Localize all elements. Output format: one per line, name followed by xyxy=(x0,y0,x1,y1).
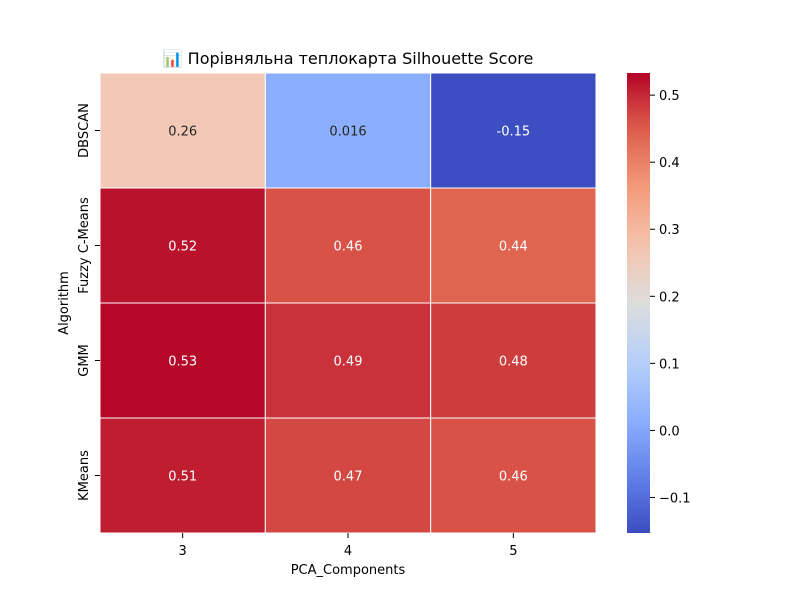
heatmap-cell xyxy=(99,187,266,304)
heatmap-cell xyxy=(99,417,266,534)
colorbar-tick-label: 0.4 xyxy=(659,156,680,171)
heatmap-cell xyxy=(430,417,597,534)
y-tick-label: KMeans xyxy=(77,450,92,501)
x-tick-label: 5 xyxy=(509,544,517,559)
cell-value-label: 0.46 xyxy=(334,240,363,255)
cell-value-label: 0.48 xyxy=(499,355,528,370)
cell-value-label: 0.52 xyxy=(168,240,197,255)
colorbar-tick-label: 0.0 xyxy=(659,424,680,439)
colorbar xyxy=(627,73,650,533)
heatmap-cell xyxy=(264,72,432,189)
cell-value-label: 0.26 xyxy=(168,125,197,140)
colorbar-tick-label: 0.5 xyxy=(659,89,680,104)
y-axis: DBSCAN Fuzzy C-Means GMM KMeans xyxy=(77,103,100,501)
x-axis: 3 4 5 xyxy=(179,533,517,559)
x-tick-label: 3 xyxy=(179,544,187,559)
chart-title: 📊 Порівняльна теплокарта Silhouette Scor… xyxy=(163,49,534,68)
x-axis-label: PCA_Components xyxy=(291,563,406,578)
cell-value-label: 0.49 xyxy=(334,355,363,370)
colorbar-tick-label: −0.1 xyxy=(659,491,691,506)
y-tick-label: Fuzzy C-Means xyxy=(77,197,92,294)
colorbar-tick-label: 0.1 xyxy=(659,357,680,372)
cell-value-label: 0.47 xyxy=(334,470,363,485)
colorbar-ticks: 0.5 0.4 0.3 0.2 0.1 0.0 −0.1 xyxy=(650,89,691,506)
cell-value-label: 0.46 xyxy=(499,470,528,485)
heatmap-cell xyxy=(99,72,266,189)
colorbar-tick-label: 0.2 xyxy=(659,290,680,305)
cell-value-label: 0.51 xyxy=(168,470,197,485)
cell-value-label: 0.53 xyxy=(168,355,197,370)
colorbar-tick-label: 0.3 xyxy=(659,223,680,238)
x-tick-label: 4 xyxy=(344,544,352,559)
heatmap-cell xyxy=(264,187,432,304)
cell-value-label: -0.15 xyxy=(497,125,531,140)
heatmap-cell-labels: 0.26 0.016 -0.15 0.52 0.46 0.44 0.53 0.49 0.48 0.… xyxy=(168,125,530,485)
y-tick-label: DBSCAN xyxy=(77,103,92,158)
heatmap-cell xyxy=(264,302,432,419)
y-tick-label: GMM xyxy=(77,344,92,377)
cell-value-label: 0.016 xyxy=(329,125,366,140)
heatmap-cell xyxy=(430,72,597,189)
heatmap-cells xyxy=(99,72,597,534)
heatmap-cell xyxy=(430,187,597,304)
y-axis-label: Algorithm xyxy=(57,271,72,335)
cell-value-label: 0.44 xyxy=(499,240,528,255)
